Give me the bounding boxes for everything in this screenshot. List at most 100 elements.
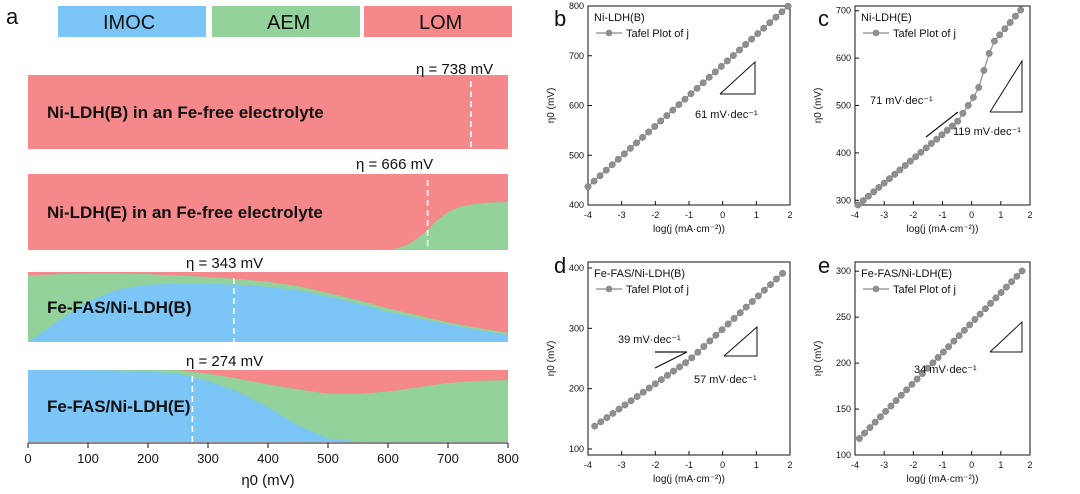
panel-c: c -4 -3 -2 -1 0 1 2 300 400 500 600 700 log(j (mA·cm⁻… xyxy=(813,5,1033,235)
data-point xyxy=(608,161,616,169)
slope-label: 39 mV·dec⁻¹ xyxy=(618,334,681,346)
legend-label: Tafel Plot of j xyxy=(626,28,689,40)
x-tick-label: -1 xyxy=(685,460,693,470)
data-point xyxy=(603,414,611,422)
y-tick-label: 400 xyxy=(569,263,584,273)
data-point xyxy=(855,435,863,442)
data-point xyxy=(981,305,989,313)
data-point xyxy=(896,166,904,174)
data-point xyxy=(718,326,726,334)
row-label: Fe-FAS/Ni-LDH(B) xyxy=(47,298,191,317)
data-point xyxy=(773,275,780,283)
data-point xyxy=(964,101,972,109)
x-tick-label: -4 xyxy=(851,210,859,220)
data-point xyxy=(1008,278,1016,286)
legend-item-aem: AEM xyxy=(212,6,360,37)
data-point xyxy=(939,348,947,356)
slope-triangle xyxy=(723,325,758,357)
x-tick-label: 300 xyxy=(197,451,219,466)
data-point xyxy=(766,19,774,27)
imoc-area xyxy=(28,370,508,442)
slope-label: 71 mV·dec⁻¹ xyxy=(870,95,933,107)
x-tick-label: -3 xyxy=(880,210,888,220)
data-point xyxy=(918,370,926,378)
panel-title: Fe-FAS/Ni-LDH(B) xyxy=(594,268,685,280)
data-point xyxy=(1013,272,1021,280)
x-tick-label: -3 xyxy=(618,210,626,220)
data-point xyxy=(657,117,665,125)
row-label: Ni-LDH(B) in an Fe-free electrolyte xyxy=(47,103,324,122)
y-axis-label: η0 (mV) xyxy=(813,88,824,124)
slope-annotation: 119 mV·dec⁻¹ xyxy=(953,59,1023,138)
y-tick-label: 100 xyxy=(836,450,851,460)
series-line xyxy=(587,5,789,188)
data-point xyxy=(675,101,683,109)
y-tick-label: 600 xyxy=(836,53,851,63)
data-point xyxy=(682,359,690,367)
x-axis-label: log(j (mA·cm⁻²)) xyxy=(907,224,979,235)
data-point xyxy=(980,66,988,74)
data-point xyxy=(985,49,993,57)
data-point xyxy=(705,73,713,81)
x-tick-label: 800 xyxy=(497,451,519,466)
data-point xyxy=(933,135,941,143)
data-point xyxy=(912,153,920,161)
aem-area xyxy=(28,202,508,250)
data-point xyxy=(633,393,641,400)
data-point xyxy=(736,46,743,54)
y-tick-label: 500 xyxy=(836,101,851,111)
data-point xyxy=(723,57,731,65)
data-point xyxy=(651,123,659,130)
legend-label: Tafel Plot of j xyxy=(626,284,689,296)
x-tick-label: 400 xyxy=(257,451,279,466)
panel-a: a IMOC AEM LOM η = 738 mV Ni-LDH(B) in an Fe-… xyxy=(6,4,519,489)
y-tick-label: 300 xyxy=(836,195,851,205)
eta-label: η = 666 mV xyxy=(356,156,433,173)
panel-b: b -4 -3 -2 -1 0 1 2 400 500 600 700 800 log(j (mA·cm⁻… xyxy=(546,1,793,235)
panel-d-letter: d xyxy=(554,253,566,278)
legend-label-lom: LOM xyxy=(419,12,462,34)
data-point xyxy=(760,286,768,294)
y-tick-label: 800 xyxy=(569,1,584,11)
data-point xyxy=(997,289,1005,296)
legend-label: Tafel Plot of j xyxy=(893,284,956,296)
slope-annotation: 61 mV·dec⁻¹ xyxy=(695,60,758,121)
data-point xyxy=(779,269,787,277)
legend-marker xyxy=(605,285,613,293)
y-tick-label: 600 xyxy=(569,101,584,111)
x-tick-label: -3 xyxy=(618,460,626,470)
data-point xyxy=(767,281,774,289)
slope-label: 57 mV·dec⁻¹ xyxy=(694,374,757,386)
data-point xyxy=(875,183,883,191)
data-point xyxy=(784,2,792,10)
y-tick-label: 300 xyxy=(569,323,584,333)
data-point xyxy=(891,170,899,178)
data-point xyxy=(584,183,592,191)
data-point xyxy=(861,429,869,437)
data-point xyxy=(882,407,890,415)
row-1: η = 738 mV Ni-LDH(B) in an Fe-free electr… xyxy=(28,61,508,149)
data-point xyxy=(854,201,862,209)
panel-a-letter: a xyxy=(6,4,19,29)
data-point xyxy=(663,112,671,120)
imoc-area xyxy=(28,283,508,342)
data-point xyxy=(887,402,895,410)
y-tick-label: 200 xyxy=(836,358,851,368)
slope-label: 34 mV·dec⁻¹ xyxy=(914,364,977,376)
data-point xyxy=(639,133,646,141)
data-point xyxy=(992,294,1000,302)
eta-label: η = 738 mV xyxy=(416,61,493,78)
data-point xyxy=(778,8,786,16)
data-point xyxy=(866,424,874,432)
data-point xyxy=(657,376,665,384)
data-point xyxy=(959,109,967,117)
data-point xyxy=(742,41,750,48)
legend-swatch-lom xyxy=(364,6,512,37)
x-tick-label: 100 xyxy=(77,451,99,466)
data-point xyxy=(621,401,629,409)
data-point xyxy=(591,422,599,430)
data-point xyxy=(975,84,983,91)
row-label: Ni-LDH(E) in an Fe-free electrolyte xyxy=(47,203,323,222)
x-tick-label: 2 xyxy=(1027,210,1032,220)
